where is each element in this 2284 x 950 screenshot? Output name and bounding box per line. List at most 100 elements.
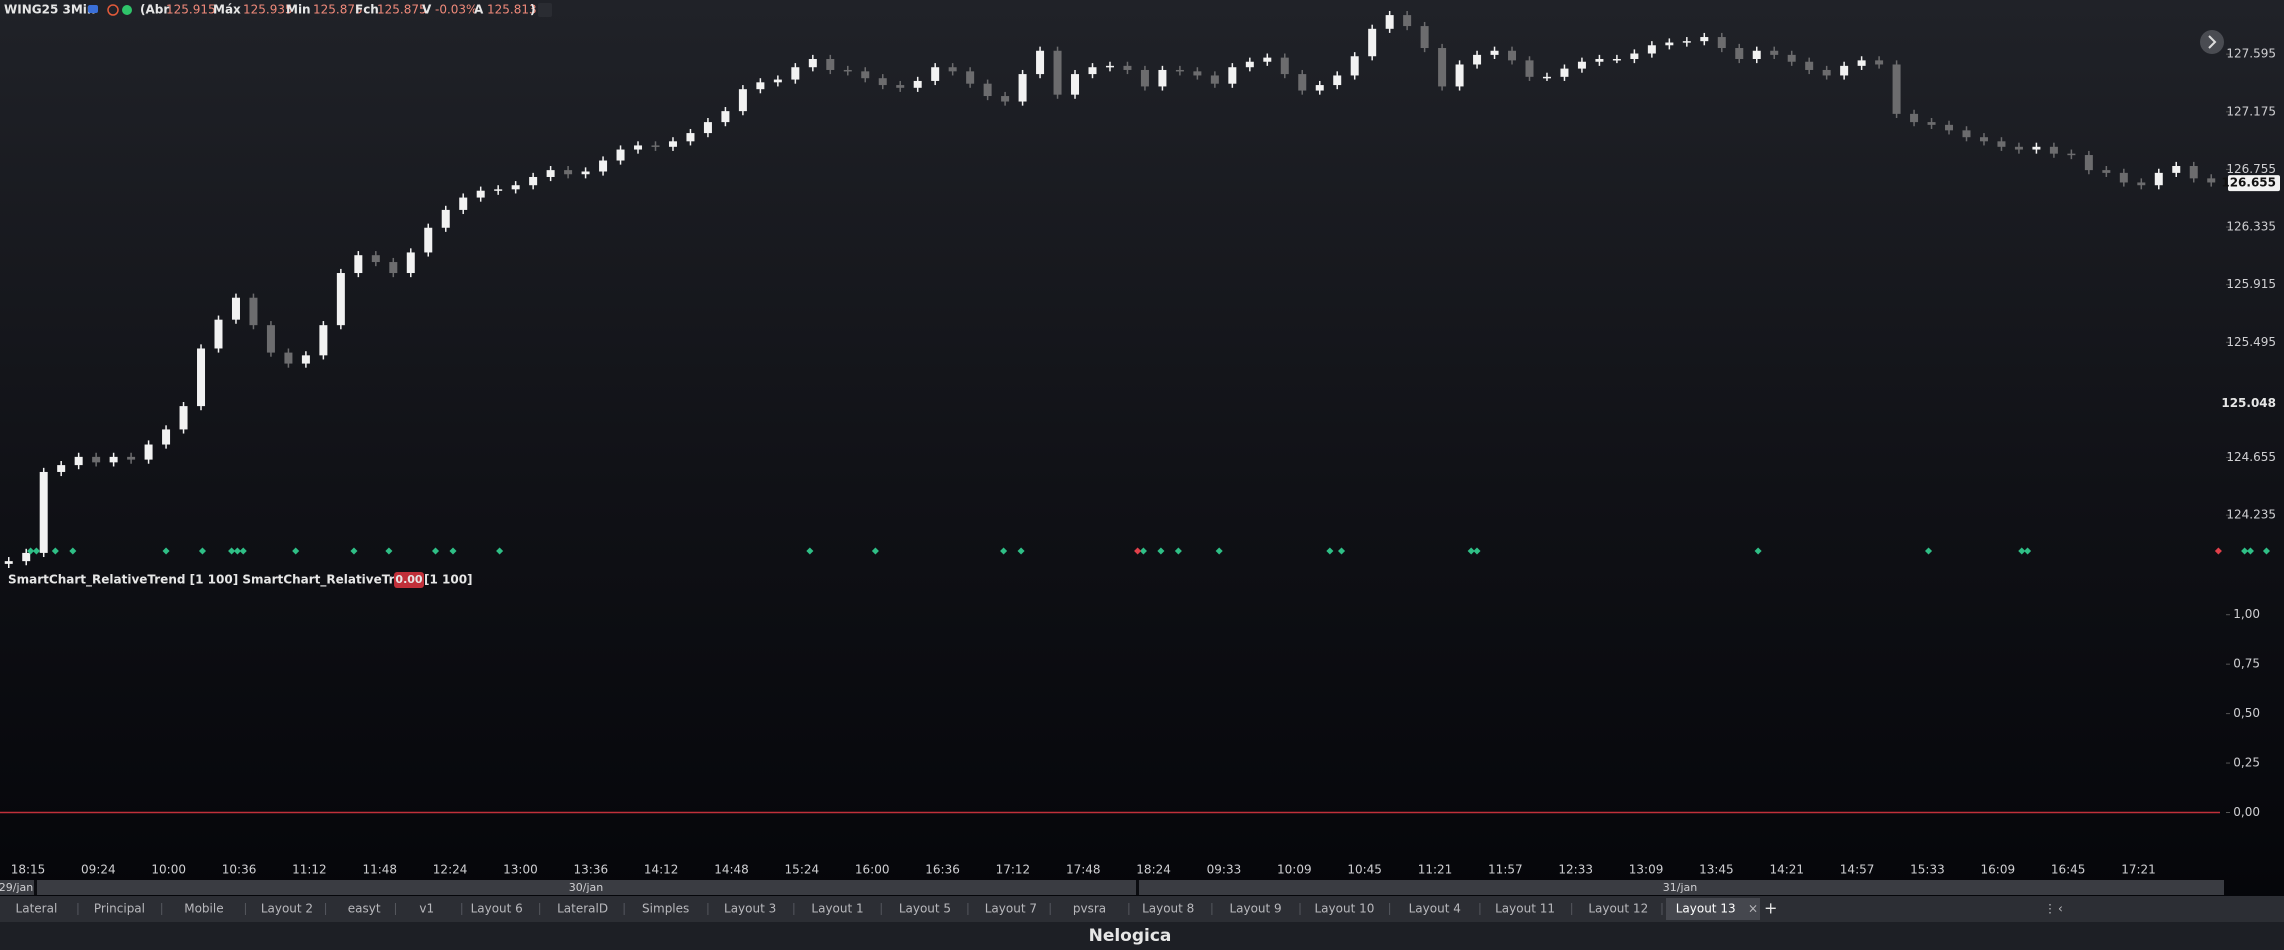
x-tick-label: 17:48	[1066, 863, 1101, 877]
high-label: Máx	[213, 3, 241, 17]
x-tick-label: 10:00	[151, 863, 186, 877]
candle-body	[389, 262, 398, 274]
tab[interactable]: Layout 1	[811, 902, 863, 916]
tab[interactable]: Layout 10	[1314, 902, 1374, 916]
y-tick-label: 127.595	[2226, 47, 2276, 61]
nav-arrow	[2208, 35, 2217, 49]
candle-body	[2154, 172, 2163, 186]
tab[interactable]: Mobile	[184, 902, 223, 916]
candle-body	[843, 69, 852, 72]
candle-body	[1210, 75, 1219, 84]
close-label: Fch	[355, 3, 379, 17]
avg: 125.813	[487, 3, 537, 17]
candle-body	[1700, 37, 1709, 42]
candle-body	[791, 67, 800, 80]
signal	[449, 547, 457, 555]
candle-body	[1438, 48, 1447, 87]
tab[interactable]: pvsra	[1073, 902, 1106, 916]
candle-body	[249, 297, 258, 326]
candle-body	[441, 209, 450, 228]
date-bar	[0, 880, 2224, 895]
close-tab[interactable]: ×	[1748, 902, 1758, 916]
candle-body	[703, 122, 712, 134]
candle-body	[127, 456, 136, 460]
scroll[interactable]: ‹	[2058, 902, 2063, 916]
x-tick-label: 09:33	[1207, 863, 1242, 877]
tab[interactable]: LateralD	[557, 902, 608, 916]
candle-body	[1752, 50, 1761, 59]
indicator-badge	[394, 572, 424, 588]
signal	[496, 547, 504, 555]
brand: Nelogica	[1089, 926, 1172, 946]
signal	[1017, 547, 1025, 555]
candle-body	[738, 89, 747, 112]
signal	[32, 547, 40, 555]
candle-body	[1403, 15, 1412, 27]
x-tick-label: 18:24	[1136, 863, 1171, 877]
candle-body	[1071, 74, 1080, 95]
var: -0.03%	[435, 3, 477, 17]
tab[interactable]: Principal	[94, 902, 145, 916]
nav-button[interactable]	[2200, 30, 2224, 54]
new-tab[interactable]: +	[1764, 899, 1777, 918]
x-tick-label: 18:15	[11, 863, 46, 877]
candle-body	[1770, 50, 1779, 55]
x-tick-label: 12:33	[1558, 863, 1593, 877]
header: WING25 3Min (Abr 125.915 Máx 125.935 Min…	[4, 3, 552, 17]
signal	[431, 547, 440, 555]
tab[interactable]: Layout 6	[471, 902, 523, 916]
tab[interactable]: easyt	[348, 902, 381, 916]
candle-body	[1158, 69, 1167, 87]
tab[interactable]: v1	[419, 902, 434, 916]
candle-body	[1945, 124, 1954, 131]
candle-body	[39, 471, 48, 553]
candle-body	[284, 352, 293, 364]
candle-body	[1665, 42, 1674, 46]
candle-body	[301, 355, 310, 364]
date-label: 29/jan	[0, 881, 33, 894]
candle-body	[1245, 61, 1254, 68]
x-tick-label: 11:21	[1418, 863, 1453, 877]
candle-body	[266, 325, 275, 353]
open-label: (Abr	[140, 3, 169, 17]
candle-body	[1001, 96, 1010, 102]
candle-body	[1105, 65, 1114, 68]
candle-body	[1542, 76, 1551, 79]
tab[interactable]: Layout 11	[1495, 902, 1555, 916]
open: 125.915	[166, 3, 216, 17]
x-tick-label: 11:48	[362, 863, 397, 877]
candle-body	[616, 149, 625, 161]
tab[interactable]: Layout 5	[899, 902, 951, 916]
menu[interactable]: ⋮	[2044, 902, 2056, 916]
tab[interactable]: Simples	[642, 902, 689, 916]
tab[interactable]: Layout 9	[1229, 902, 1281, 916]
signal	[162, 547, 170, 555]
tab[interactable]: Lateral	[16, 902, 58, 916]
candle-body	[878, 78, 887, 86]
candle-body	[2137, 182, 2146, 186]
signal	[871, 547, 879, 555]
x-tick-label: 15:33	[1910, 863, 1945, 877]
last-price: 126.655	[2221, 176, 2276, 190]
tab[interactable]: Layout 4	[1409, 902, 1461, 916]
x-tick-label: 16:36	[925, 863, 960, 877]
icon	[107, 4, 119, 16]
tab[interactable]: Layout 13	[1676, 902, 1736, 916]
tab[interactable]: Layout 3	[724, 902, 776, 916]
y-tick-label: 0,00	[2233, 805, 2260, 819]
tab[interactable]: Layout 12	[1588, 902, 1648, 916]
signal	[51, 547, 59, 555]
candle-body	[2172, 166, 2181, 173]
candle-body	[197, 348, 206, 407]
candle-body	[1333, 75, 1342, 86]
tab[interactable]: Layout 8	[1142, 902, 1194, 916]
candle-body	[476, 190, 485, 198]
date-sep	[1136, 880, 1139, 895]
add-button[interactable]	[538, 3, 552, 17]
tab[interactable]: Layout 2	[261, 902, 313, 916]
tab[interactable]: Layout 7	[985, 902, 1037, 916]
signal	[1000, 547, 1008, 555]
icon	[88, 5, 98, 13]
x-tick-label: 14:57	[1840, 863, 1875, 877]
